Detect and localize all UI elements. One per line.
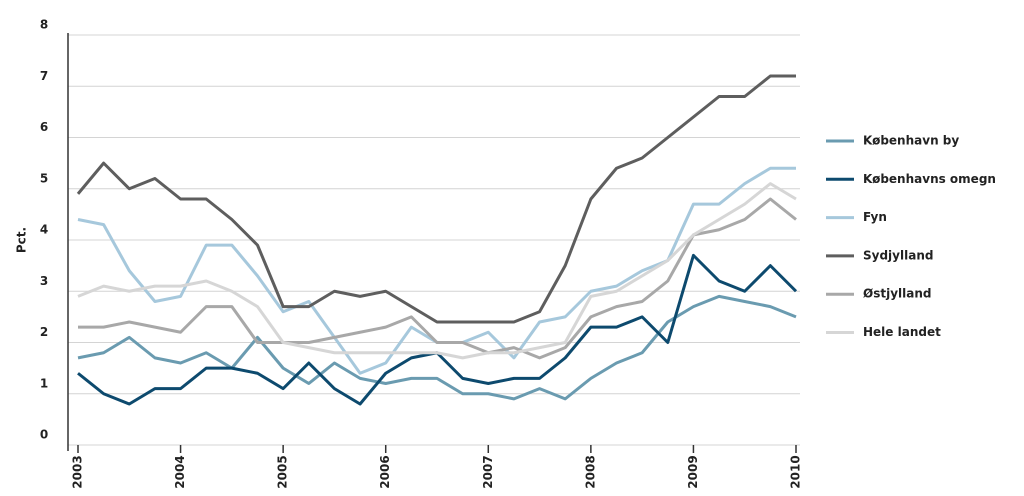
y-tick-label: 7 <box>40 69 48 83</box>
series-line <box>77 253 798 406</box>
x-tick-label: 2007 <box>481 455 495 488</box>
y-tick-label: 6 <box>40 120 48 134</box>
legend-label: København by <box>863 134 959 148</box>
legend-label: Fyn <box>863 210 887 224</box>
y-tick-label: 0 <box>40 428 48 442</box>
y-tick-label: 5 <box>40 171 48 185</box>
legend-label: Københavns omegn <box>863 172 996 186</box>
y-tick-label: 4 <box>40 223 48 237</box>
y-tick-label: 8 <box>40 18 48 32</box>
x-tick-label: 2003 <box>71 455 85 488</box>
x-tick-label: 2010 <box>789 455 803 488</box>
y-axis-label: Pct. <box>15 227 29 253</box>
x-tick-label: 2009 <box>686 455 700 488</box>
legend-label: Hele landet <box>863 325 941 339</box>
series-line <box>78 197 797 360</box>
y-tick-label: 1 <box>40 376 48 390</box>
legend-label: Sydjylland <box>863 248 933 262</box>
legend-label: Østjylland <box>863 287 931 301</box>
x-tick-label: 2008 <box>583 455 597 488</box>
y-tick-label: 3 <box>40 274 48 288</box>
x-tick-label: 2004 <box>173 455 187 488</box>
series-line <box>76 74 796 324</box>
x-tick-label: 2005 <box>276 455 290 488</box>
x-tick-label: 2006 <box>378 455 392 488</box>
y-tick-label: 2 <box>40 325 48 339</box>
series-line <box>77 182 797 360</box>
